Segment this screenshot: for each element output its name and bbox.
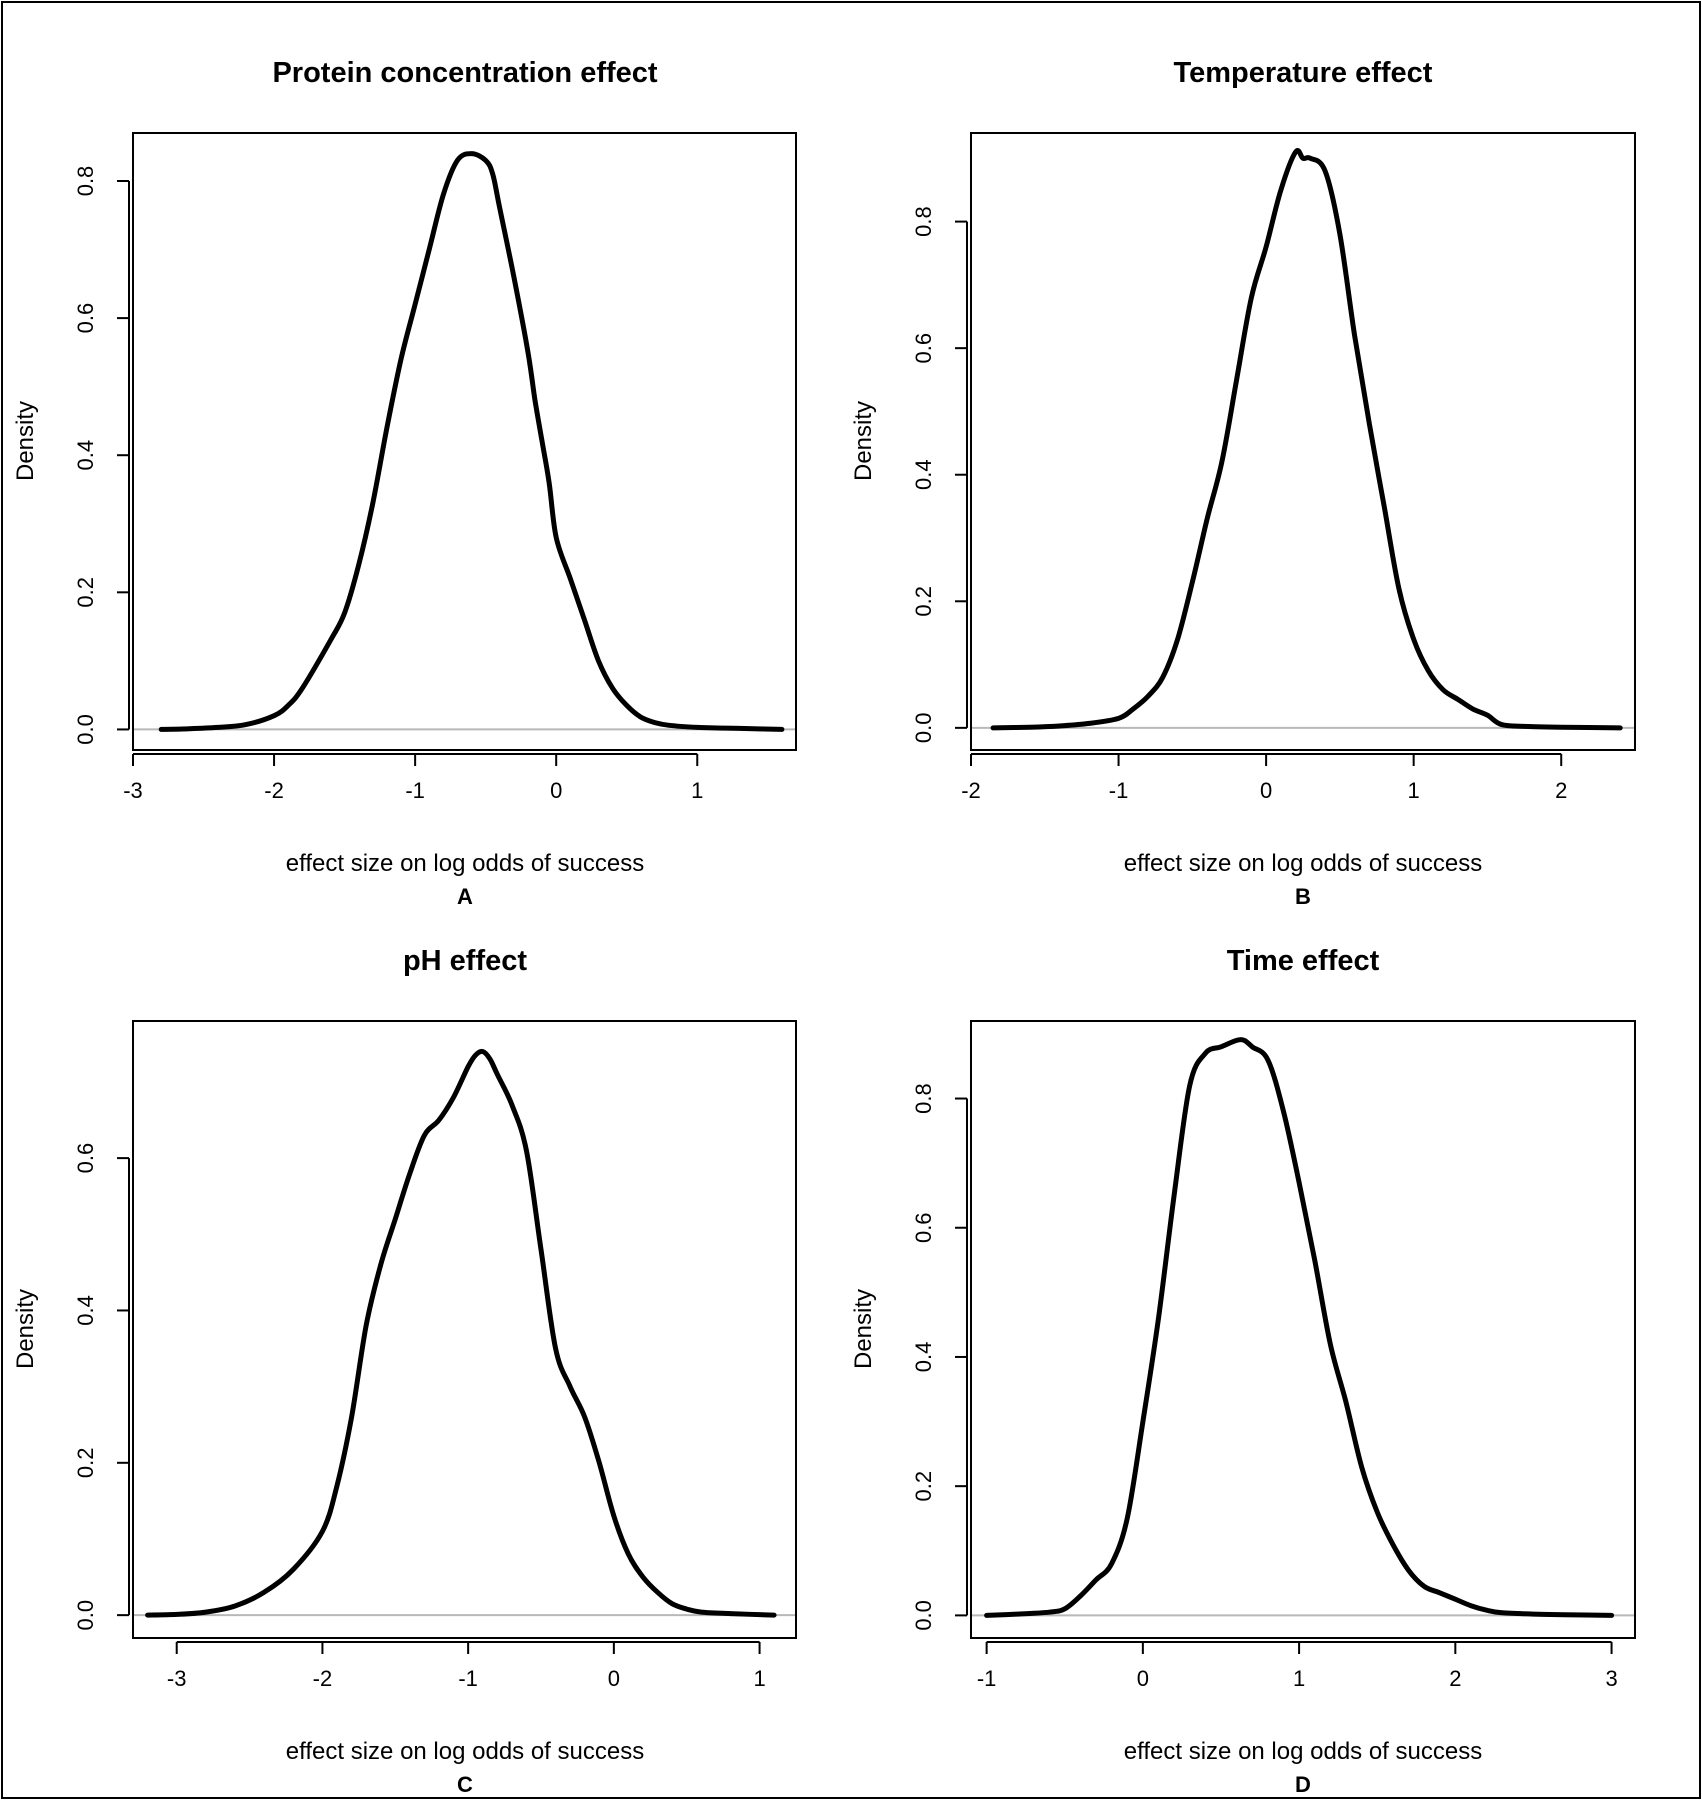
panel-b-xlabel: effect size on log odds of success: [1124, 850, 1482, 877]
panel-b-y-tick-label: 0.2: [911, 586, 936, 617]
panel-b-x-tick-label: -1: [1109, 778, 1129, 803]
panel-a-xlabel: effect size on log odds of success: [286, 850, 644, 877]
panel-b-x-tick-label: 0: [1260, 778, 1272, 803]
panel-a-y-tick-label: 0.4: [73, 440, 98, 471]
panel-b-x-tick-label: 1: [1408, 778, 1420, 803]
panel-d-plot-frame: [970, 1020, 1636, 1639]
panel-b-title: Temperature effect: [1174, 57, 1433, 89]
panel-b-y-tick-label: 0.6: [911, 333, 936, 364]
panel-b-density-curve: [990, 148, 1623, 731]
panel-d-xlabel: effect size on log odds of success: [1124, 1738, 1482, 1765]
panel-a-y-tick-label: 0.2: [73, 577, 98, 608]
panel-a-letter: A: [457, 884, 473, 909]
panel-b-y-tick-label: 0.4: [911, 459, 936, 490]
panel-a-x-tick-label: -3: [123, 778, 143, 803]
panel-d-marks: -1 0 1 2 3 0.0 0.2 0.4 0.6 0.8: [911, 1037, 1634, 1691]
panel-d-ylabel: Density: [850, 1289, 877, 1369]
panel-c-x-tick-label: 1: [753, 1666, 765, 1691]
panel-b-y-tick-label: 0.0: [911, 713, 936, 744]
panel-c: pH effect -3 -2 -1 0 1 0.0 0.2 0.4 0.6 Density e…: [12, 945, 797, 1797]
panel-c-y-tick-label: 0.4: [73, 1295, 98, 1326]
panel-c-y-tick-label: 0.0: [73, 1600, 98, 1631]
panel-c-marks: -3 -2 -1 0 1 0.0 0.2 0.4 0.6: [73, 1048, 795, 1691]
panel-a-y-tick-label: 0.8: [73, 166, 98, 197]
panel-a-y-tick-label: 0.0: [73, 714, 98, 745]
panel-d: Time effect -1 0 1 2 3 0.0 0.2 0.4 0.6 0.8 Densit…: [850, 945, 1636, 1797]
panel-c-x-tick-label: -2: [313, 1666, 333, 1691]
panel-c-y-tick-label: 0.6: [73, 1143, 98, 1174]
panel-d-y-tick-label: 0.6: [911, 1212, 936, 1243]
panel-c-x-tick-label: -1: [458, 1666, 478, 1691]
panel-a-x-tick-label: -1: [405, 778, 425, 803]
panel-d-x-tick-label: 0: [1137, 1666, 1149, 1691]
panel-c-xlabel: effect size on log odds of success: [286, 1738, 644, 1765]
panel-d-y-tick-label: 0.8: [911, 1083, 936, 1114]
panel-c-x-tick-label: -3: [167, 1666, 187, 1691]
panel-a-x-tick-label: 1: [691, 778, 703, 803]
panel-d-x-tick-label: 3: [1605, 1666, 1617, 1691]
panel-a-density-curve: [158, 151, 785, 732]
panel-a-title: Protein concentration effect: [272, 57, 657, 89]
panel-b-marks: -2 -1 0 1 2 0.0 0.2 0.4 0.6 0.8: [911, 148, 1634, 803]
panel-a-marks: -3 -2 -1 0 1 0.0 0.2 0.4 0.6 0.8: [73, 151, 795, 803]
panel-b-letter: B: [1295, 884, 1311, 909]
panel-a-y-tick-label: 0.6: [73, 303, 98, 334]
panel-c-title: pH effect: [403, 945, 527, 977]
panel-a-x-tick-label: 0: [550, 778, 562, 803]
panel-d-y-tick-label: 0.4: [911, 1342, 936, 1373]
panel-a-ylabel: Density: [12, 401, 39, 481]
panel-d-x-tick-label: 1: [1293, 1666, 1305, 1691]
panel-b-plot-frame: [970, 132, 1636, 751]
panel-b-ylabel: Density: [850, 401, 877, 481]
panel-a: Protein concentration effect -3 -2 -1 0 1 0.0…: [12, 57, 797, 909]
panel-c-x-tick-label: 0: [608, 1666, 620, 1691]
panel-b-x-tick-label: -2: [961, 778, 981, 803]
panel-c-density-curve: [145, 1048, 777, 1618]
panel-c-plot-frame: [132, 1020, 797, 1639]
panel-b: Temperature effect -2 -1 0 1 2 0.0 0.2 0.4 0.6 0.…: [850, 57, 1636, 909]
panel-d-x-tick-label: -1: [977, 1666, 997, 1691]
panel-b-x-tick-label: 2: [1555, 778, 1567, 803]
panel-c-letter: C: [457, 1772, 473, 1797]
panel-a-plot-frame: [132, 132, 797, 751]
panel-c-y-tick-label: 0.2: [73, 1448, 98, 1479]
panel-d-x-tick-label: 2: [1449, 1666, 1461, 1691]
panel-d-letter: D: [1295, 1772, 1311, 1797]
panel-d-y-tick-label: 0.2: [911, 1471, 936, 1502]
panel-d-title: Time effect: [1227, 945, 1380, 977]
panel-c-ylabel: Density: [12, 1289, 39, 1369]
panel-b-y-tick-label: 0.8: [911, 206, 936, 237]
panel-d-density-curve: [984, 1037, 1615, 1618]
panel-a-x-tick-label: -2: [264, 778, 284, 803]
panel-d-y-tick-label: 0.0: [911, 1600, 936, 1631]
